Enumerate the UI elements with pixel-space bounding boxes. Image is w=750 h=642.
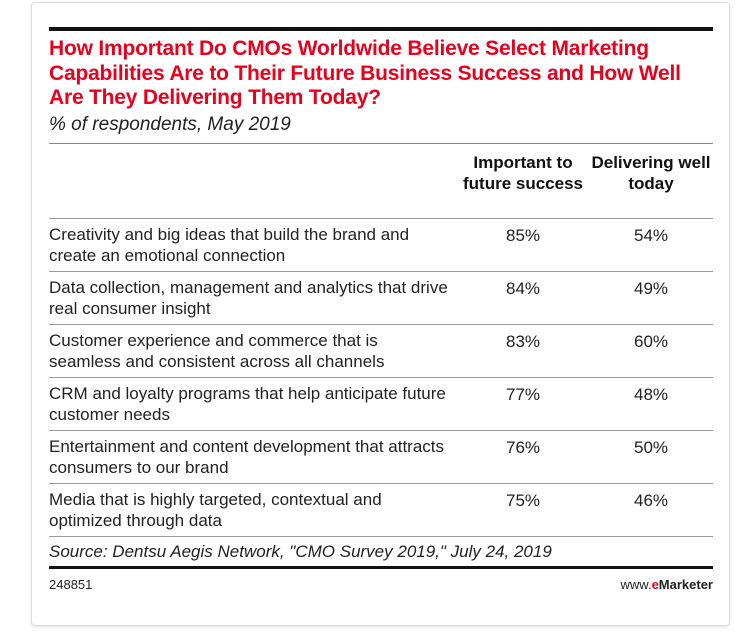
delivering-value: 50%: [633, 437, 669, 457]
delivering-value: 54%: [633, 225, 669, 245]
chart-title: How Important Do CMOs Worldwide Believe …: [49, 37, 681, 109]
important-value: 75%: [505, 490, 541, 510]
emarketer-logo: www.eMarketer: [620, 576, 714, 592]
important-value: 84%: [505, 278, 541, 298]
footer: 248851 www.eMarketer: [49, 569, 713, 592]
row-label: Media that is highly targeted, contextua…: [49, 489, 382, 530]
source-note: Source: Dentsu Aegis Network, "CMO Surve…: [49, 535, 713, 566]
delivering-value: 60%: [633, 331, 669, 351]
chart-id: 248851: [49, 576, 93, 592]
important-value: 83%: [505, 331, 541, 351]
delivering-value: 48%: [633, 384, 669, 404]
bottom-rule: [49, 565, 713, 569]
column-header-delivering: Delivering well today: [591, 152, 711, 193]
delivering-value: 46%: [633, 490, 669, 510]
table-row: Creativity and big ideas that build the …: [49, 217, 713, 271]
important-value: 85%: [505, 225, 541, 245]
row-label: Data collection, management and analytic…: [49, 277, 448, 318]
divider: [49, 142, 713, 144]
top-rule: [49, 27, 713, 31]
table-row: Media that is highly targeted, contextua…: [49, 482, 713, 536]
important-value: 76%: [505, 437, 541, 457]
row-label: Customer experience and commerce that is…: [49, 330, 385, 371]
table-body: Creativity and big ideas that build the …: [49, 217, 713, 536]
table-row: Entertainment and content development th…: [49, 429, 713, 483]
table-header: Important to future success Delivering w…: [49, 144, 713, 218]
important-value: 77%: [505, 384, 541, 404]
column-header-important: Important to future success: [463, 152, 583, 193]
delivering-value: 49%: [633, 278, 669, 298]
row-label: Creativity and big ideas that build the …: [49, 224, 410, 265]
row-label: CRM and loyalty programs that help antic…: [49, 383, 446, 424]
table-row: CRM and loyalty programs that help antic…: [49, 376, 713, 430]
chart-subtitle: % of respondents, May 2019: [49, 113, 291, 135]
chart-card: How Important Do CMOs Worldwide Believe …: [31, 2, 730, 626]
table-row: Customer experience and commerce that is…: [49, 323, 713, 377]
table-row: Data collection, management and analytic…: [49, 270, 713, 324]
row-label: Entertainment and content development th…: [49, 436, 445, 477]
